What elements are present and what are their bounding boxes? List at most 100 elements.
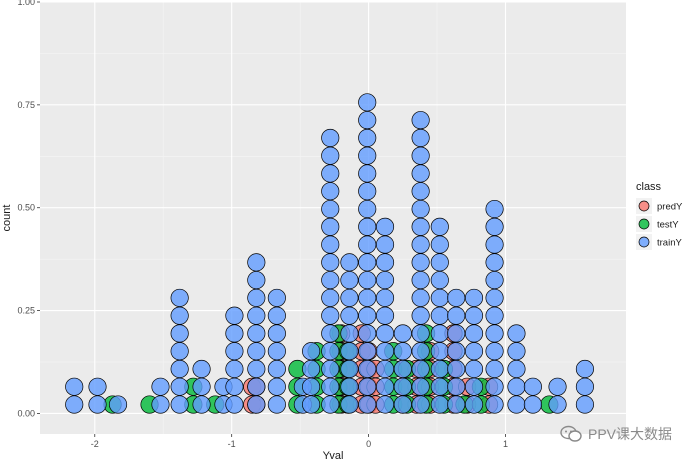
trainY-dot [548, 377, 567, 396]
legend-label-predY: predY [657, 202, 683, 213]
y-tick-label: 0.75 [17, 100, 35, 110]
trainY-dot [247, 359, 266, 379]
trainY-dot [247, 395, 266, 414]
legend-label-trainY: trainY [657, 238, 682, 249]
trainY-dot [411, 146, 430, 165]
trainY-dot [575, 359, 594, 379]
trainY-dot [485, 377, 504, 396]
series-trainY [65, 93, 594, 414]
trainY-dot [375, 235, 395, 254]
trainY-dot [340, 288, 359, 307]
trainY-dot [108, 395, 128, 414]
trainY-dot [411, 342, 430, 361]
trainY-dot [267, 359, 286, 379]
y-axis-title: count [1, 205, 13, 232]
trainY-dot [523, 395, 542, 414]
trainY-dot [65, 395, 84, 414]
trainY-dot [485, 271, 504, 290]
trainY-dot [340, 324, 359, 343]
trainY-dot [375, 342, 395, 361]
trainY-dot [247, 306, 266, 325]
trainY-dot [430, 377, 449, 396]
trainY-dot [411, 235, 430, 254]
trainY-dot [358, 288, 377, 307]
legend-key-predY [638, 200, 650, 212]
trainY-dot [321, 199, 340, 219]
trainY-dot [321, 324, 340, 343]
trainY-dot [358, 164, 377, 183]
trainY-dot [321, 271, 340, 290]
trainY-dot [170, 288, 189, 307]
trainY-dot [247, 288, 266, 307]
trainY-dot [430, 395, 449, 414]
trainY-dot [170, 306, 189, 325]
trainY-dot [485, 359, 504, 379]
legend-item-testY: testY [636, 216, 679, 232]
trainY-dot [430, 235, 449, 254]
trainY-dot [247, 342, 266, 361]
trainY-dot [358, 359, 377, 379]
trainY-dot [447, 377, 466, 396]
watermark-text: PPV课大数据 [587, 426, 672, 442]
trainY-dot [247, 271, 266, 290]
trainY-dot [447, 288, 466, 307]
trainY-dot [430, 324, 449, 343]
trainY-dot [393, 342, 412, 361]
trainY-dot [267, 377, 286, 396]
trainY-dot [507, 359, 526, 379]
trainY-dot [340, 395, 359, 414]
trainY-dot [485, 217, 504, 236]
trainY-dot [575, 395, 594, 414]
trainY-dot [447, 342, 466, 361]
legend-key-trainY [638, 236, 650, 248]
trainY-dot [321, 217, 340, 236]
trainY-dot [321, 377, 340, 396]
trainY-dot [507, 324, 526, 343]
trainY-dot [170, 377, 189, 396]
trainY-dot [358, 342, 377, 361]
trainY-dot [411, 217, 430, 236]
trainY-dot [321, 235, 340, 254]
trainY-dot [358, 271, 377, 290]
trainY-dot [358, 128, 377, 147]
trainY-dot [411, 199, 430, 219]
trainY-dot [411, 377, 430, 396]
y-tick-label: 0.00 [17, 408, 35, 418]
trainY-dot [485, 199, 504, 219]
x-axis: -2 -1 0 1 [91, 434, 508, 449]
trainY-dot [464, 395, 484, 414]
legend-item-trainY: trainY [636, 234, 682, 250]
dot-layer [65, 93, 594, 414]
trainY-dot [170, 324, 189, 343]
trainY-dot [247, 253, 266, 272]
trainY-dot [302, 377, 321, 396]
trainY-dot [302, 395, 321, 414]
trainY-dot [430, 306, 449, 325]
trainY-dot [321, 128, 340, 147]
trainY-dot [447, 306, 466, 325]
trainY-dot [375, 359, 395, 379]
trainY-dot [411, 111, 430, 130]
trainY-dot [411, 271, 430, 290]
trainY-dot [430, 253, 449, 272]
trainY-dot [267, 324, 286, 343]
trainY-dot [358, 253, 377, 272]
trainY-dot [225, 342, 244, 361]
trainY-dot [430, 271, 449, 290]
trainY-dot [321, 306, 340, 325]
trainY-dot [247, 377, 266, 396]
trainY-dot [88, 377, 107, 396]
x-tick-label: 0 [366, 439, 371, 449]
trainY-dot [192, 377, 211, 396]
trainY-dot [321, 342, 340, 361]
trainY-dot [485, 288, 504, 307]
trainY-dot [340, 253, 359, 272]
trainY-dot [485, 253, 504, 272]
trainY-dot [340, 359, 359, 379]
trainY-dot [247, 324, 266, 343]
trainY-dot [485, 324, 504, 343]
trainY-dot [321, 253, 340, 272]
trainY-dot [225, 377, 244, 396]
trainY-dot [267, 395, 286, 414]
